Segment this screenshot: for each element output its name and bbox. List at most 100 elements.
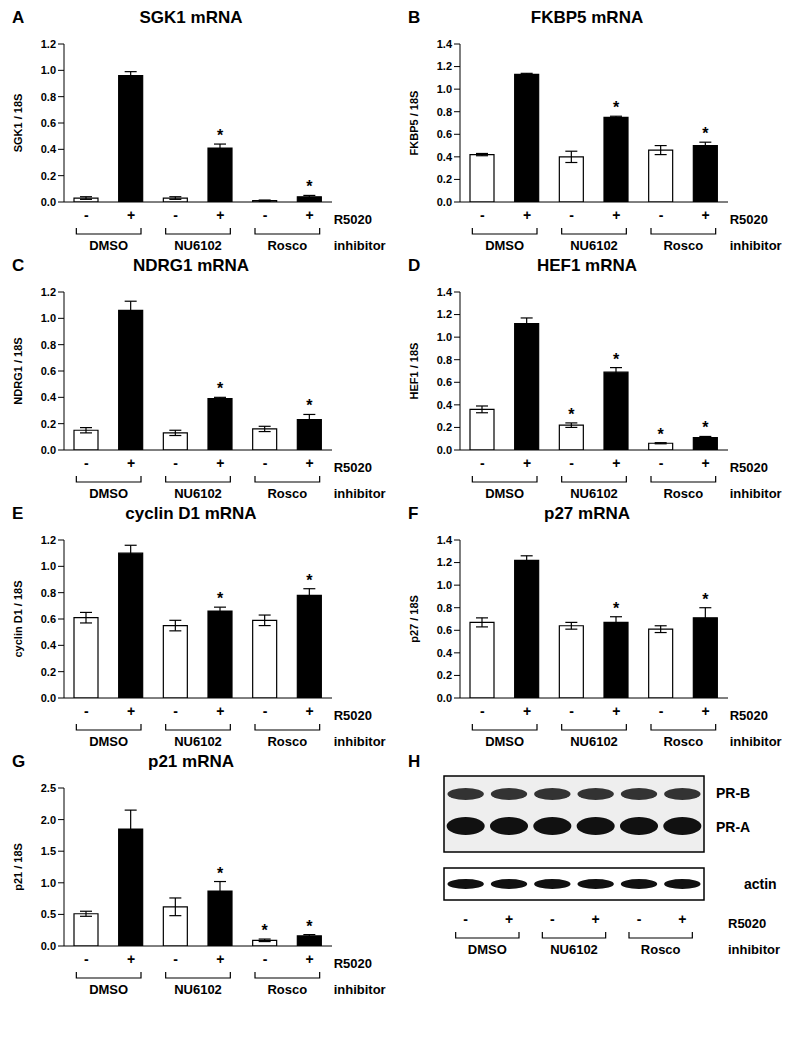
- svg-text:*: *: [702, 591, 709, 608]
- svg-text:NU6102: NU6102: [570, 238, 618, 253]
- svg-text:NU6102: NU6102: [174, 734, 222, 749]
- svg-text:0.8: 0.8: [41, 339, 56, 351]
- svg-text:+: +: [127, 455, 135, 471]
- svg-text:R5020: R5020: [730, 708, 768, 723]
- svg-text:DMSO: DMSO: [485, 734, 524, 749]
- svg-text:*: *: [613, 600, 620, 617]
- svg-text:p27 / 18S: p27 / 18S: [408, 595, 420, 643]
- svg-text:0.8: 0.8: [41, 91, 56, 103]
- svg-text:NDRG1 / 18S: NDRG1 / 18S: [12, 337, 24, 404]
- svg-text:inhibitor: inhibitor: [730, 486, 782, 501]
- svg-text:actin: actin: [744, 876, 777, 892]
- svg-text:*: *: [613, 99, 620, 116]
- svg-text:-: -: [173, 207, 178, 223]
- svg-text:1.2: 1.2: [41, 38, 56, 50]
- svg-text:0.8: 0.8: [437, 602, 452, 614]
- svg-text:PR-B: PR-B: [716, 785, 750, 801]
- svg-text:-: -: [84, 455, 89, 471]
- svg-text:1.4: 1.4: [437, 286, 453, 298]
- svg-text:0.0: 0.0: [41, 444, 56, 456]
- svg-text:*: *: [306, 178, 313, 195]
- svg-text:*: *: [262, 922, 269, 939]
- svg-text:*: *: [217, 590, 224, 607]
- svg-text:Rosco: Rosco: [663, 734, 703, 749]
- svg-text:*: *: [217, 380, 224, 397]
- svg-text:+: +: [306, 703, 314, 719]
- svg-text:-: -: [480, 703, 485, 719]
- svg-text:0.0: 0.0: [41, 196, 56, 208]
- svg-text:+: +: [678, 911, 686, 927]
- svg-text:0.4: 0.4: [437, 647, 453, 659]
- svg-text:inhibitor: inhibitor: [334, 982, 386, 997]
- svg-text:0.6: 0.6: [41, 117, 56, 129]
- svg-text:NU6102: NU6102: [570, 734, 618, 749]
- svg-text:SGK1 / 18S: SGK1 / 18S: [12, 94, 24, 153]
- svg-text:+: +: [702, 703, 710, 719]
- svg-text:1.2: 1.2: [437, 60, 452, 72]
- svg-text:+: +: [127, 703, 135, 719]
- svg-text:+: +: [612, 703, 620, 719]
- svg-text:R5020: R5020: [334, 460, 372, 475]
- svg-text:0.6: 0.6: [41, 613, 56, 625]
- svg-text:*: *: [702, 125, 709, 142]
- svg-text:DMSO: DMSO: [89, 734, 128, 749]
- svg-text:+: +: [216, 207, 224, 223]
- svg-text:0.4: 0.4: [41, 143, 57, 155]
- svg-text:0.5: 0.5: [41, 908, 56, 920]
- svg-text:*: *: [306, 918, 313, 935]
- svg-text:0.4: 0.4: [41, 391, 57, 403]
- svg-text:+: +: [523, 455, 531, 471]
- svg-text:-: -: [84, 207, 89, 223]
- svg-text:-: -: [263, 455, 268, 471]
- svg-text:NU6102: NU6102: [174, 982, 222, 997]
- svg-text:1.0: 1.0: [41, 64, 56, 76]
- svg-text:0.4: 0.4: [437, 151, 453, 163]
- svg-text:-: -: [84, 703, 89, 719]
- svg-text:-: -: [84, 951, 89, 967]
- svg-text:1.2: 1.2: [41, 534, 56, 546]
- svg-text:0.0: 0.0: [437, 444, 452, 456]
- svg-text:Rosco: Rosco: [267, 982, 307, 997]
- svg-text:+: +: [612, 455, 620, 471]
- svg-text:inhibitor: inhibitor: [334, 734, 386, 749]
- svg-text:0.6: 0.6: [437, 128, 452, 140]
- svg-text:Rosco: Rosco: [663, 238, 703, 253]
- svg-text:0.6: 0.6: [437, 624, 452, 636]
- svg-text:NU6102: NU6102: [550, 942, 598, 957]
- svg-text:1.2: 1.2: [41, 286, 56, 298]
- svg-text:*: *: [568, 406, 575, 423]
- svg-text:-: -: [263, 703, 268, 719]
- svg-text:1.5: 1.5: [41, 845, 56, 857]
- svg-text:-: -: [550, 911, 555, 927]
- svg-text:0.8: 0.8: [41, 587, 56, 599]
- svg-text:*: *: [613, 351, 620, 368]
- svg-text:0.2: 0.2: [437, 173, 452, 185]
- svg-text:1.0: 1.0: [41, 877, 56, 889]
- svg-text:DMSO: DMSO: [89, 982, 128, 997]
- svg-text:Rosco: Rosco: [641, 942, 681, 957]
- svg-text:Rosco: Rosco: [663, 486, 703, 501]
- svg-text:1.2: 1.2: [437, 308, 452, 320]
- svg-text:+: +: [523, 703, 531, 719]
- svg-text:R5020: R5020: [728, 916, 766, 931]
- svg-text:-: -: [637, 911, 642, 927]
- svg-text:inhibitor: inhibitor: [730, 238, 782, 253]
- svg-text:-: -: [263, 207, 268, 223]
- svg-text:-: -: [173, 455, 178, 471]
- svg-text:0.2: 0.2: [437, 669, 452, 681]
- svg-text:0.0: 0.0: [41, 692, 56, 704]
- svg-text:DMSO: DMSO: [485, 486, 524, 501]
- svg-text:Rosco: Rosco: [267, 238, 307, 253]
- svg-text:+: +: [592, 911, 600, 927]
- svg-text:HEF1 / 18S: HEF1 / 18S: [408, 343, 420, 400]
- svg-text:-: -: [659, 455, 664, 471]
- svg-text:cyclin D1 / 18S: cyclin D1 / 18S: [12, 580, 24, 657]
- svg-text:DMSO: DMSO: [485, 238, 524, 253]
- svg-text:+: +: [216, 951, 224, 967]
- svg-text:+: +: [612, 207, 620, 223]
- svg-text:+: +: [702, 455, 710, 471]
- svg-text:DMSO: DMSO: [468, 942, 507, 957]
- svg-text:2.5: 2.5: [41, 782, 56, 794]
- svg-text:0.8: 0.8: [437, 354, 452, 366]
- svg-text:+: +: [505, 911, 513, 927]
